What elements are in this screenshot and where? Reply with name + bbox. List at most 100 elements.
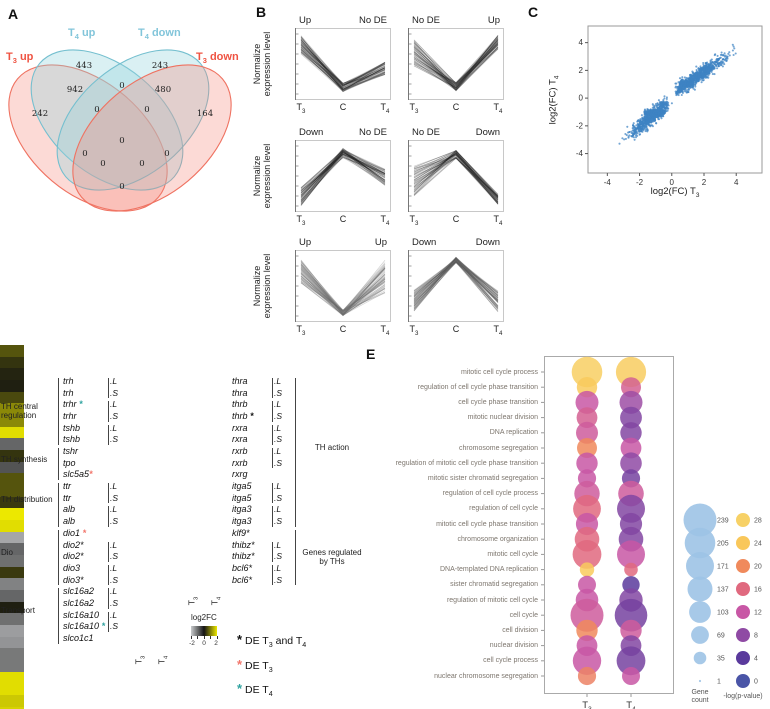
profile-line [413,258,499,307]
gene-label: alb [63,516,76,527]
ls-bracket [271,541,273,562]
profile-line [300,270,386,313]
x-tick-label: -2 [636,178,644,187]
profile-line [300,154,386,196]
profile-line [300,148,386,196]
profile-line [413,41,499,89]
profile-line [300,261,386,311]
profile-xtick: T4 [380,214,390,227]
point [722,54,725,57]
colorbar-tick-label: -2 [189,640,195,647]
profile-line [300,275,386,316]
profile-plot-5 [408,250,504,322]
venn-svg [8,49,232,212]
profile-line [300,277,386,317]
point [697,71,700,74]
profile-line [413,260,499,299]
point [734,52,737,55]
ls-bracket [271,506,273,527]
gene-label: ttr [63,492,71,503]
venn-set-label: T3 up [6,51,34,66]
gene-label: tshr [63,446,79,457]
profile-line [300,47,386,87]
point [681,76,684,79]
point [732,53,735,57]
profile-line [413,257,499,309]
profile-line [413,43,499,87]
scatter-ylabel: log2(FC) T4 [547,75,561,125]
profile-line [300,153,386,194]
profile-line [413,260,499,312]
profile-line [300,270,386,315]
profile-xtick: T4 [493,102,503,115]
profile-line [413,35,499,91]
point [644,130,647,133]
profile-line [413,156,499,204]
heatmap-cell [0,566,24,579]
profile-line [300,147,386,198]
profile-line [413,42,499,85]
ls-suffix: .S [274,411,283,422]
point [680,78,683,81]
point [653,114,656,117]
scatter-xlabel: log2(FC) T3 [650,186,700,199]
profile-line [300,52,386,91]
point [632,124,635,127]
profile-title-right: Up [374,237,387,248]
ls-bracket [271,448,273,469]
profile-line [413,152,499,199]
point [633,128,636,131]
profile-line [413,260,499,299]
profile-line [300,264,386,315]
profile-xtick: T3 [409,102,419,115]
gene-count-legend-bubble [691,626,709,644]
profile-xtick: C [452,214,460,224]
x-tick-label: -4 [604,178,612,187]
point [682,87,686,90]
profile-line [413,257,499,303]
point [660,117,663,120]
point [698,73,701,76]
ls-bracket [107,588,109,609]
profile-plot-2 [295,140,391,212]
go-term: regulation of cell cycle process [442,490,538,498]
profile-line [413,153,499,203]
profile-line [413,157,499,199]
profile-line [300,149,386,201]
profile-line [413,44,499,90]
point [725,55,728,58]
go-bubble [619,390,643,414]
profile-line [300,153,386,205]
heatmap-cell [0,403,24,416]
point [705,68,708,72]
profile-line [300,40,386,86]
gene-label: itga5 [232,481,252,492]
colorbar-tick-label: 2 [214,640,218,647]
x-tick-label: 4 [734,178,739,187]
profiles-ylabel: Normalize expression level [252,31,272,97]
point [720,61,723,64]
venn-region-count: 0 [119,182,125,192]
ls-suffix: .L [274,562,282,573]
heatmap-cell [0,508,24,521]
point [696,79,699,82]
gene-count-legend-bubble [693,651,707,665]
profile-line [413,259,499,308]
profile-line [413,152,499,198]
profile-line [413,154,499,198]
point [670,102,673,105]
profile-line [300,264,386,316]
pvalue-legend-title: -log(p-value) [723,693,762,700]
profile-line [413,39,499,84]
profile-line [300,36,386,86]
point [702,76,705,80]
heatmap-cell [0,426,24,439]
point [723,63,726,66]
ls-suffix: .S [110,387,119,398]
profile-line [413,45,499,86]
profile-line [300,49,386,87]
group-bar [58,448,59,481]
group-bar [58,378,59,446]
profile-line [413,44,499,88]
point [691,74,694,77]
